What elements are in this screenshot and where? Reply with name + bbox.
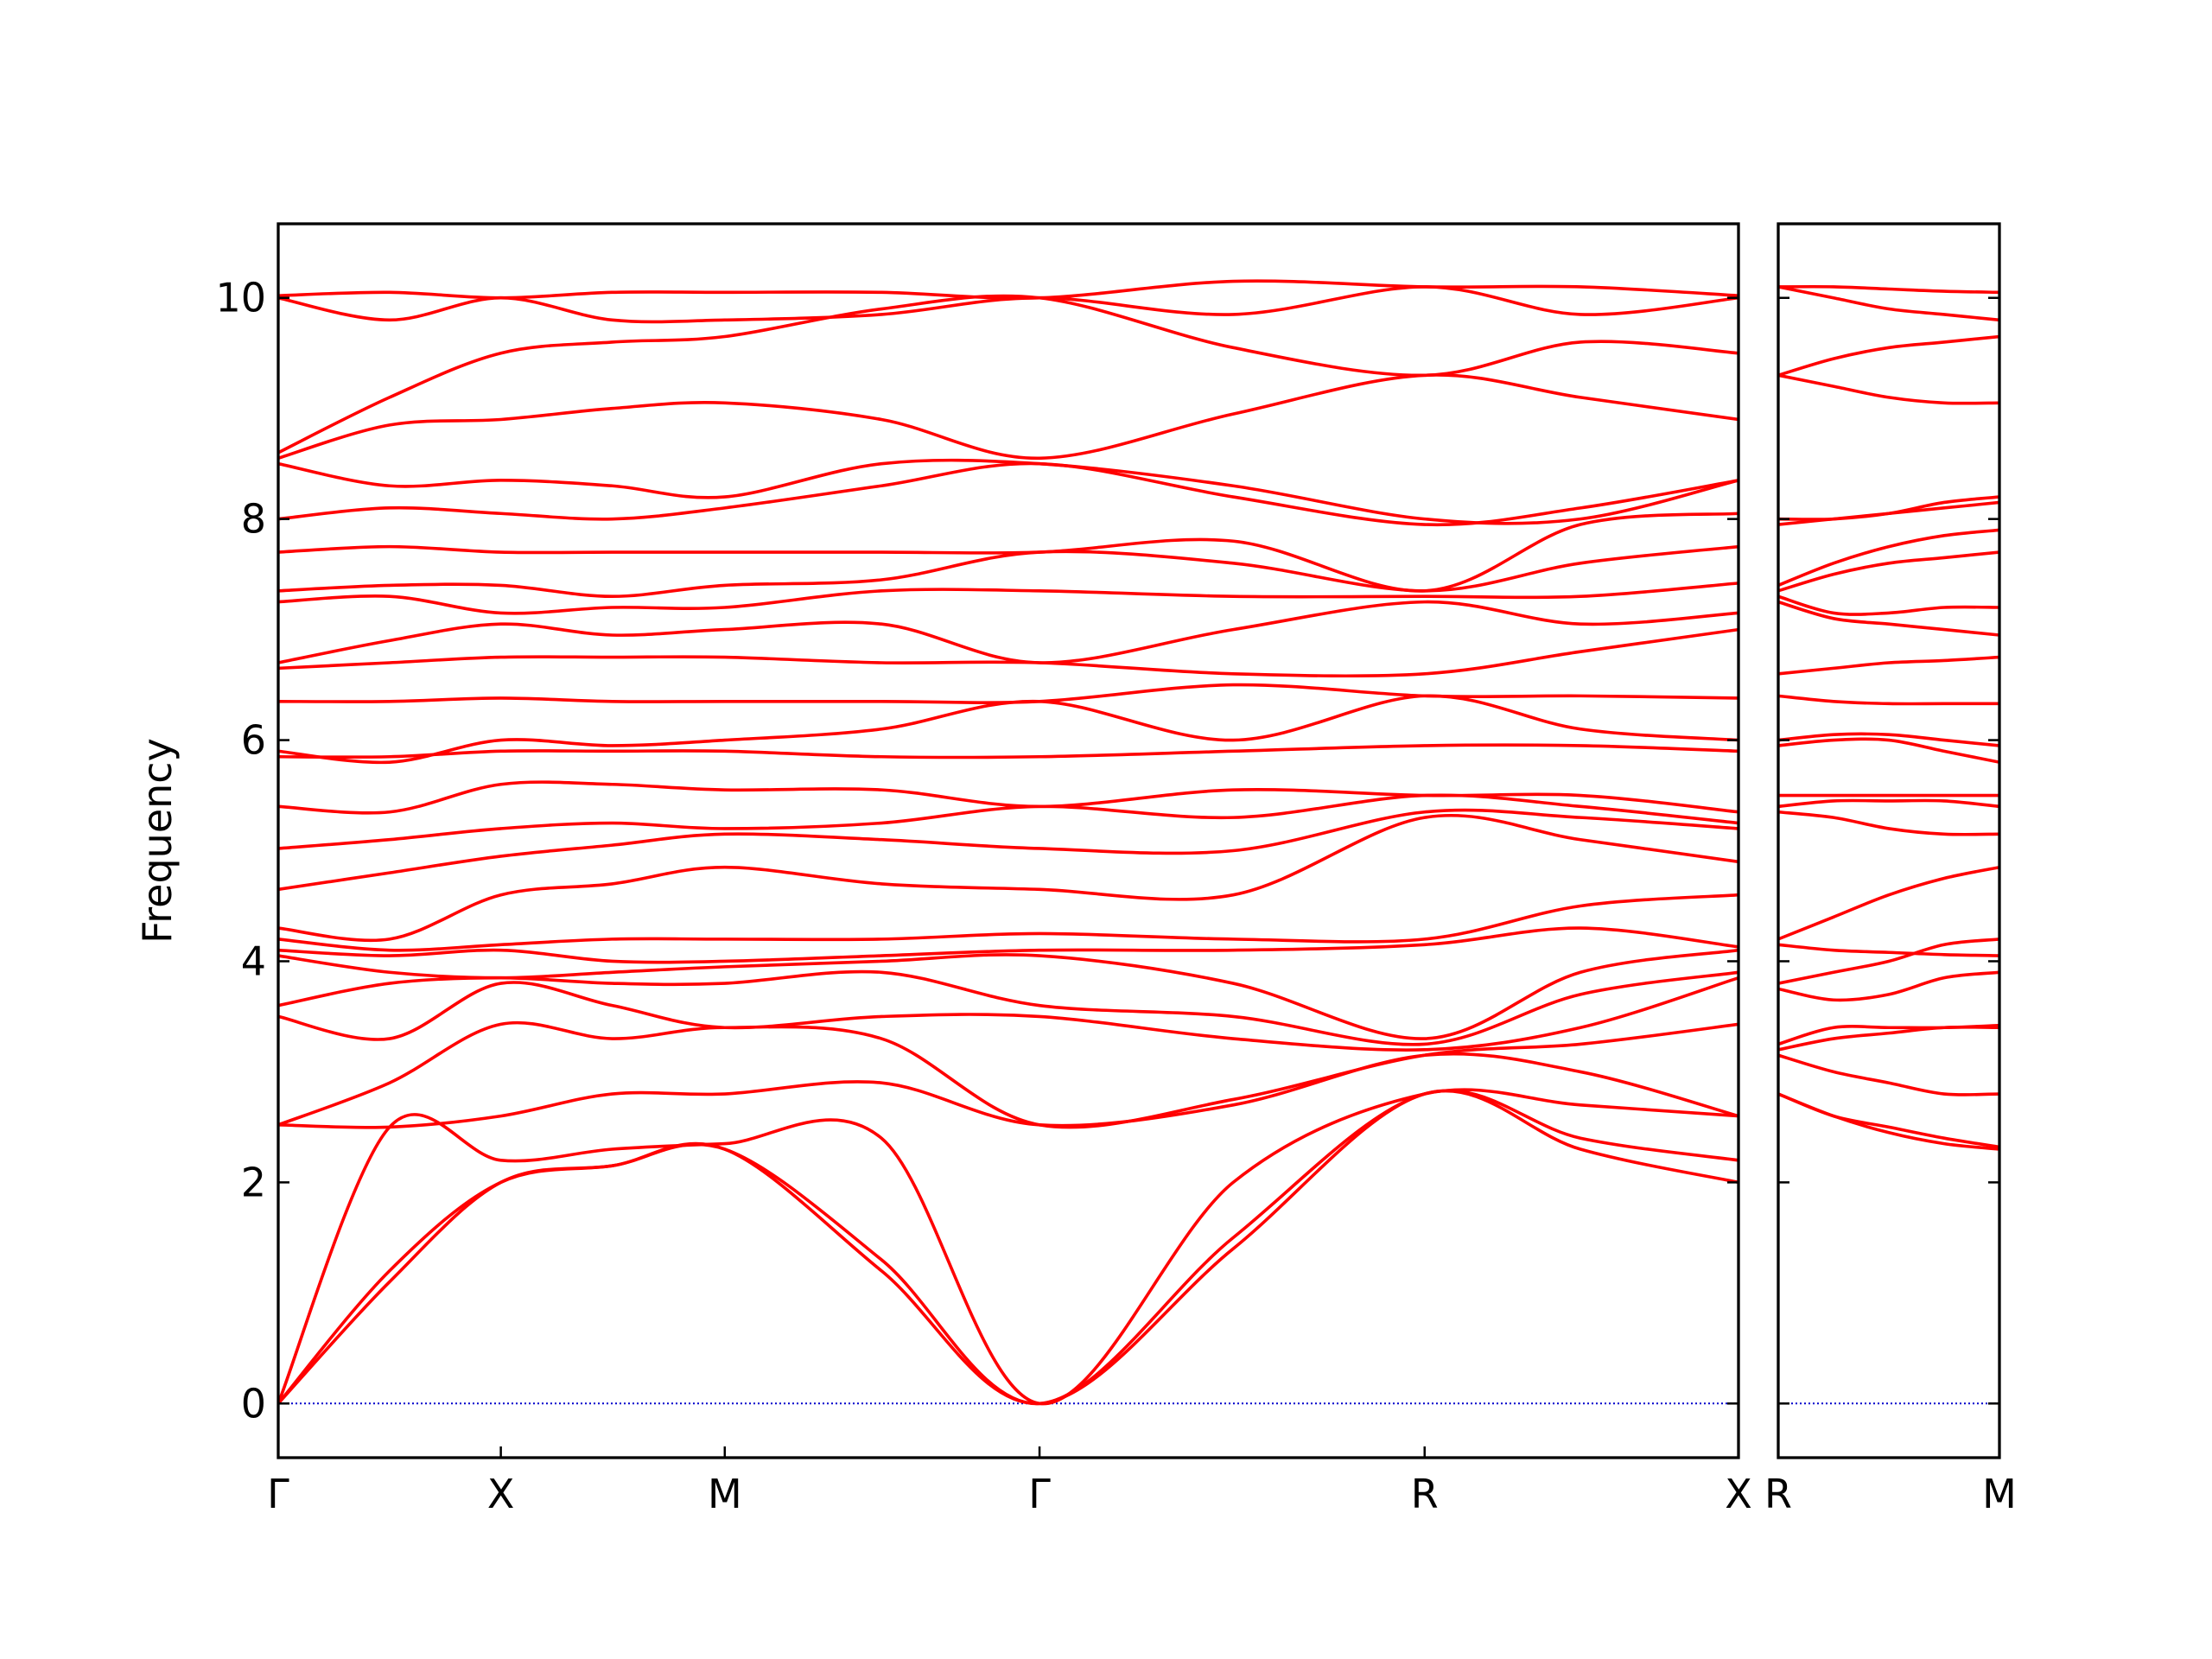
band-line [278, 893, 1738, 952]
band-line [278, 683, 1738, 704]
band-line [1778, 550, 1999, 593]
band-line [1778, 1025, 1999, 1052]
band-line [278, 279, 1738, 300]
y-tick-label: 2 [241, 1159, 266, 1205]
band-line [1778, 798, 1999, 809]
band-line [278, 582, 1738, 615]
y-tick-label: 10 [215, 275, 266, 321]
band-line [278, 1088, 1738, 1406]
band-line [278, 461, 1738, 527]
band-line [1778, 732, 1999, 747]
band-line [1778, 1092, 1999, 1149]
band-line [1778, 1053, 1999, 1096]
bands [278, 279, 1738, 1406]
band-line [1778, 528, 1999, 588]
x-tick-label: Γ [1028, 1471, 1051, 1517]
band-line [1778, 865, 1999, 941]
band-line [278, 1052, 1738, 1129]
band-line [278, 813, 1738, 943]
band-line [278, 694, 1738, 765]
band-line [278, 1089, 1738, 1406]
band-line [1778, 1023, 1999, 1046]
band-line [1778, 334, 1999, 378]
band-line [278, 285, 1738, 324]
axes-frame [1777, 222, 2001, 1459]
band-line [278, 294, 1738, 454]
band-line [278, 793, 1738, 850]
x-tick-label: Γ [267, 1471, 289, 1517]
y-axis-label: Frequency [134, 738, 181, 944]
band-line [1778, 373, 1999, 405]
band-line [278, 976, 1738, 1052]
band-line [278, 780, 1738, 815]
band-line [1778, 284, 1999, 295]
axes-frame [276, 222, 1740, 1459]
y-tick-label: 4 [241, 938, 266, 984]
band-line [278, 1089, 1738, 1406]
band-line [1778, 285, 1999, 322]
band-line [278, 743, 1738, 760]
band-line [278, 512, 1738, 593]
band-line [1778, 943, 1999, 957]
band-line [1778, 495, 1999, 521]
x-tick-label: M [1982, 1471, 2017, 1517]
x-tick-label: X [487, 1471, 515, 1517]
band-line [1778, 594, 1999, 616]
band-line [1778, 810, 1999, 836]
band-line [1778, 737, 1999, 764]
x-tick-label: R [1411, 1471, 1439, 1517]
band-line [278, 373, 1738, 461]
band-line [1778, 938, 1999, 985]
x-tick-label: M [708, 1471, 742, 1517]
x-tick-label: X [1725, 1471, 1752, 1517]
bands [1778, 284, 1999, 1151]
band-line [1778, 600, 1999, 637]
band-line [278, 948, 1738, 1040]
band-line [278, 926, 1738, 964]
band-line [278, 458, 1738, 525]
band-line [278, 544, 1738, 599]
x-tick-label: R [1764, 1471, 1792, 1517]
y-tick-label: 6 [241, 717, 266, 764]
y-tick-label: 0 [241, 1380, 266, 1427]
band-line [1778, 655, 1999, 676]
band-line [278, 627, 1738, 678]
band-line [278, 600, 1738, 664]
band-line [1778, 970, 1999, 1002]
y-tick-label: 8 [241, 496, 266, 543]
band-line [278, 1020, 1738, 1129]
band-line [1778, 694, 1999, 706]
band-line [278, 808, 1738, 892]
